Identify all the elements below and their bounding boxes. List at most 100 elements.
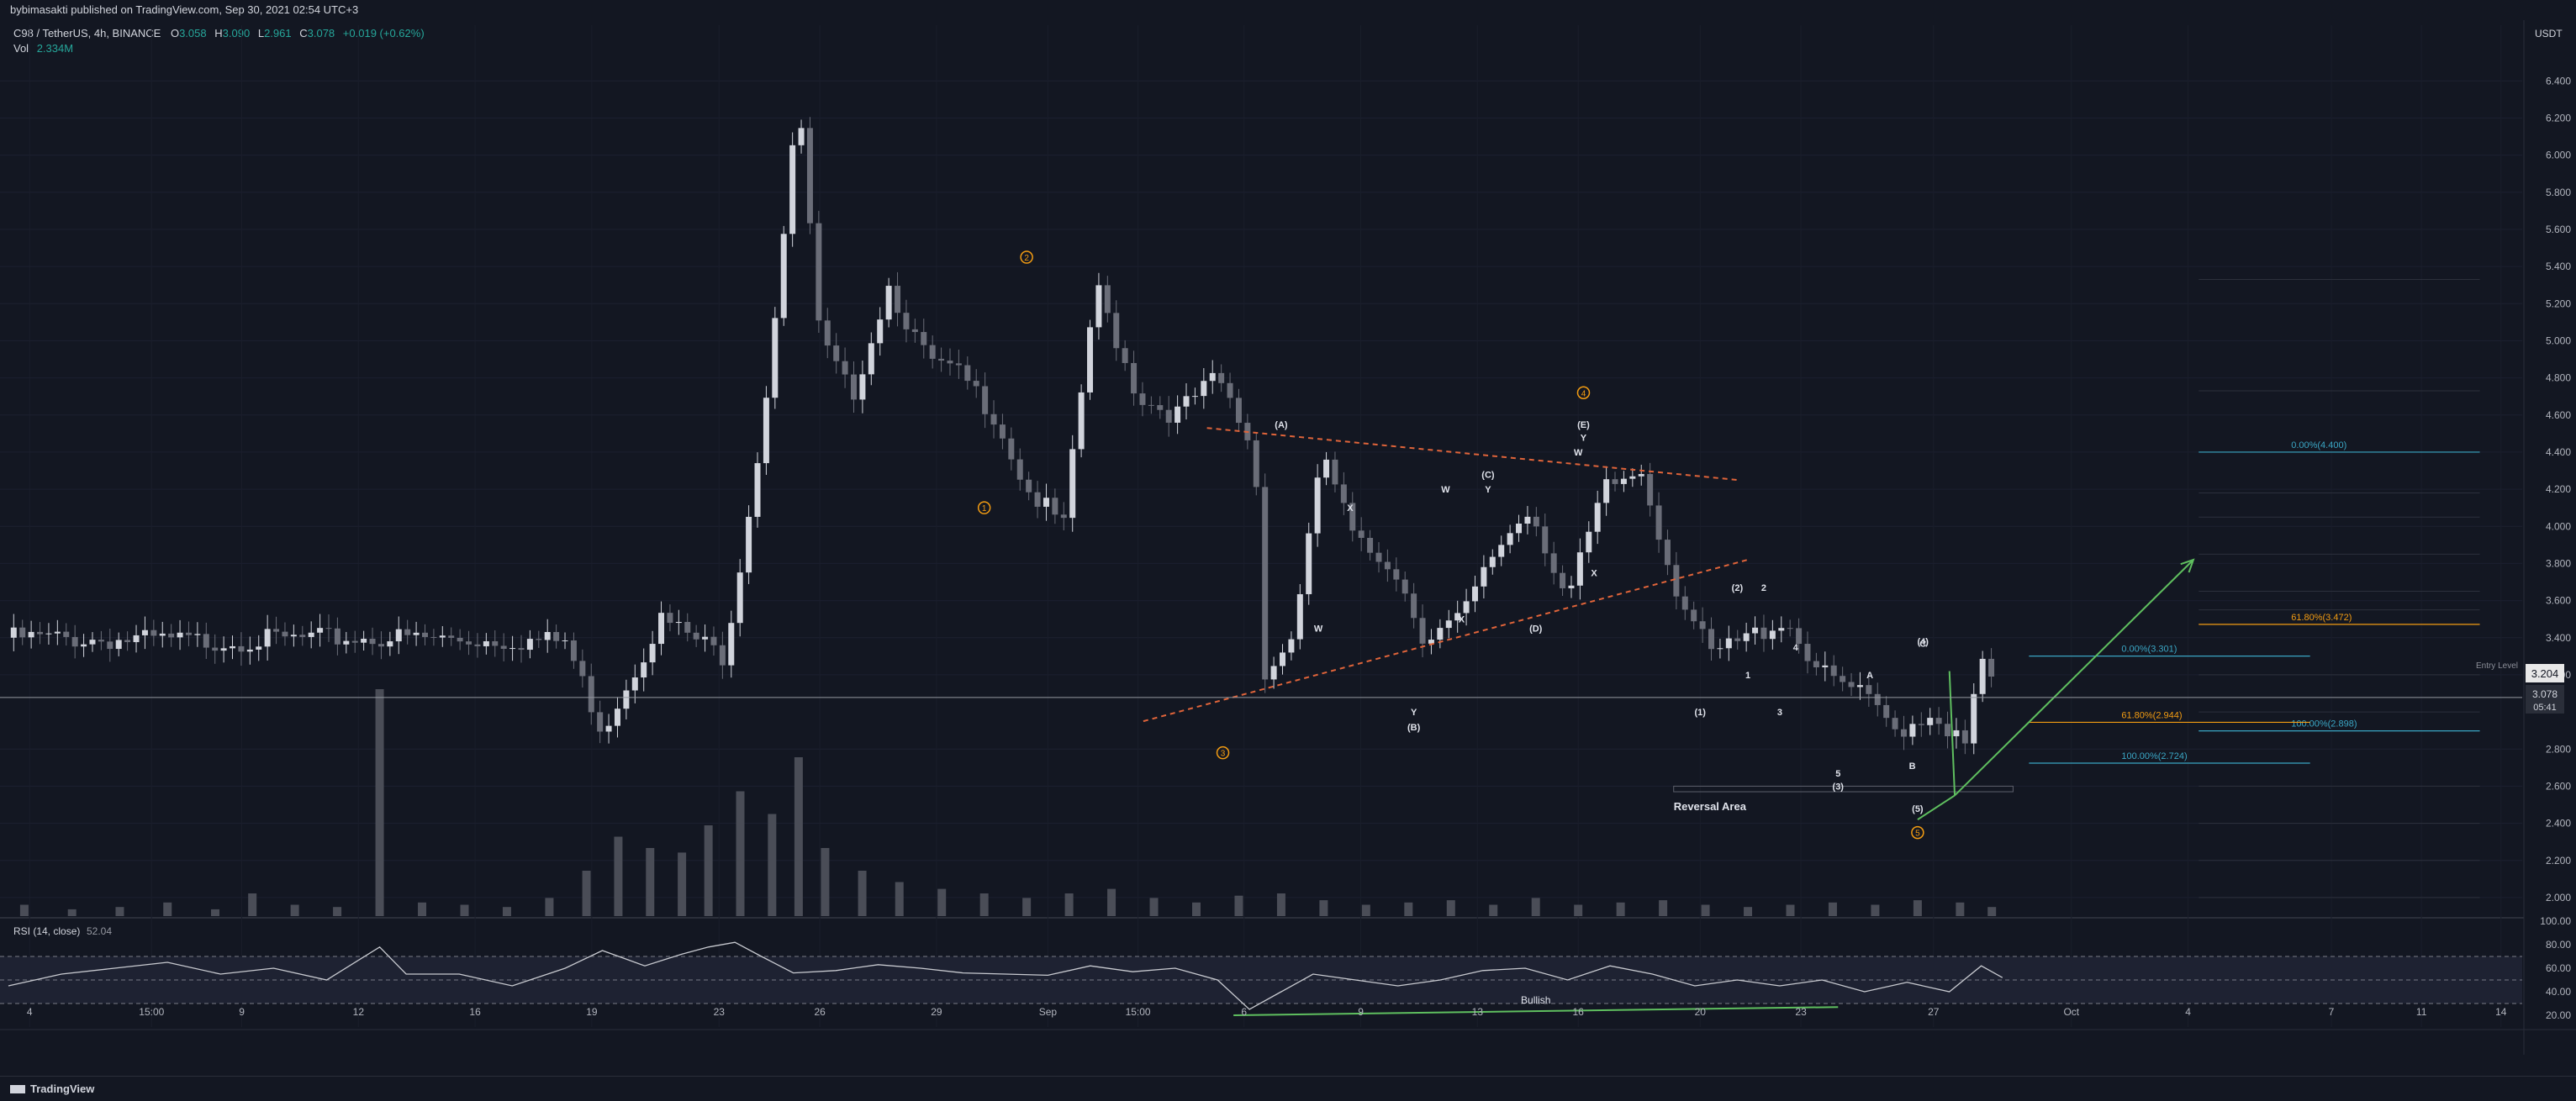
- candle-body: [658, 613, 665, 645]
- triangle-bottom-line: [1143, 559, 1749, 723]
- candle-body: [736, 572, 743, 624]
- candle-body: [1612, 479, 1618, 484]
- candle-body: [964, 365, 971, 382]
- price-tick-label: 5.000: [2546, 335, 2571, 346]
- candle-body: [37, 631, 44, 635]
- candle-body: [1699, 621, 1706, 630]
- volume-bar: [895, 882, 904, 916]
- candle-body: [719, 645, 726, 666]
- wave-label: 1: [982, 504, 987, 514]
- candle-body: [562, 640, 568, 641]
- price-tick-label: 5.600: [2546, 224, 2571, 235]
- candle-body: [1296, 593, 1303, 640]
- candle-body: [1209, 372, 1216, 382]
- candle-body: [1856, 685, 1863, 687]
- volume-bar: [460, 904, 469, 916]
- candle-body: [1008, 438, 1015, 460]
- volume-bar: [1234, 895, 1243, 916]
- wave-label: 3: [1221, 750, 1226, 759]
- candle-body: [1026, 479, 1032, 493]
- candle-body: [1629, 476, 1636, 479]
- candle-body: [999, 424, 1006, 439]
- candle-body: [1830, 665, 1837, 677]
- volume-bar: [1574, 904, 1583, 916]
- candle-body: [806, 128, 813, 224]
- trendlines: Reversal Area: [0, 427, 2522, 821]
- candle-body: [1175, 406, 1181, 423]
- candle-body: [1253, 440, 1259, 487]
- candle-body: [256, 646, 262, 650]
- candle-body: [605, 725, 612, 732]
- candle-body: [246, 649, 253, 652]
- low-value: 2.961: [264, 27, 292, 40]
- volume-bar: [211, 909, 220, 916]
- volume-bar: [1701, 904, 1710, 916]
- volume-bar: [704, 825, 713, 916]
- price-tick-label: 2.200: [2546, 855, 2571, 867]
- candle-body: [798, 128, 805, 145]
- time-tick-label: 23: [714, 1006, 726, 1018]
- candle-body: [763, 398, 769, 464]
- candle-body: [1769, 630, 1776, 640]
- candle-body: [1428, 640, 1434, 644]
- candle-body: [1016, 459, 1023, 480]
- price-tick-label: 4.200: [2546, 483, 2571, 495]
- time-tick-label: 14: [2495, 1006, 2507, 1018]
- wave-label: (D): [1529, 624, 1543, 635]
- wave-label-circle: [1020, 250, 1033, 264]
- wave-label: W: [1441, 485, 1450, 495]
- last-price-badge: [2526, 685, 2564, 714]
- candle-body: [1725, 638, 1732, 649]
- candle-body: [474, 644, 481, 646]
- candle-body: [990, 414, 997, 425]
- candle-body: [220, 648, 227, 651]
- volume-bar: [794, 757, 803, 916]
- candle-body: [308, 632, 314, 637]
- candle-body: [1183, 396, 1190, 407]
- candle-body: [1971, 693, 1977, 744]
- candle-body: [1900, 729, 1907, 737]
- candle-body: [1848, 682, 1855, 687]
- candle-body: [404, 629, 411, 635]
- candle-body: [1840, 676, 1846, 682]
- candle-body: [1367, 537, 1374, 553]
- candle-body: [1043, 498, 1049, 507]
- candle-body: [1235, 398, 1242, 424]
- candle-body: [1411, 593, 1417, 619]
- candle-body: [1445, 620, 1452, 629]
- candle-body: [1516, 524, 1523, 534]
- volume-bar: [1828, 902, 1837, 916]
- candle-body: [492, 640, 499, 646]
- candle-body: [107, 641, 113, 650]
- candle-body: [1961, 730, 1968, 744]
- candle-body: [1533, 516, 1539, 527]
- candle-body: [1227, 382, 1233, 398]
- wave-labels: 12345(A)(B)(C)(D)(E)WXYWXYWXY(1)(2)(3)(4…: [977, 250, 1929, 840]
- candle-body: [124, 640, 131, 643]
- grid: [0, 25, 2522, 1027]
- bullish-divergence-label: Bullish: [1521, 994, 1550, 1006]
- price-chart[interactable]: C98 / TetherUS, 4h, BINANCE O3.058 H3.09…: [0, 20, 2576, 1076]
- candle-body: [833, 345, 840, 361]
- candle-body: [1524, 516, 1531, 524]
- candle-body: [1471, 586, 1478, 602]
- candle-body: [1104, 285, 1111, 313]
- candle-body: [772, 318, 779, 398]
- candle-body: [45, 633, 52, 635]
- candle-body: [317, 628, 324, 633]
- rsi-tick-label: 80.00: [2546, 939, 2571, 951]
- candle-body: [1866, 685, 1872, 694]
- reversal-area-label: Reversal Area: [1674, 800, 1747, 813]
- candle-body: [133, 635, 140, 643]
- entry-price-value: 3.204: [2531, 667, 2559, 680]
- price-tick-label: 3.600: [2546, 595, 2571, 607]
- candle-body: [1157, 405, 1164, 410]
- candle-body: [1647, 473, 1654, 506]
- bullish-divergence-line: [1233, 1006, 1839, 1016]
- candle-body: [1883, 704, 1890, 719]
- wave-label: 1: [1745, 671, 1750, 681]
- volume-bar: [1956, 902, 1965, 916]
- volume-bar: [821, 848, 830, 916]
- fibonacci-levels: 0.00%(4.400) 61.80%(3.472) 100.00%(2.898) 0…: [2029, 279, 2480, 898]
- candle-body: [1201, 381, 1207, 397]
